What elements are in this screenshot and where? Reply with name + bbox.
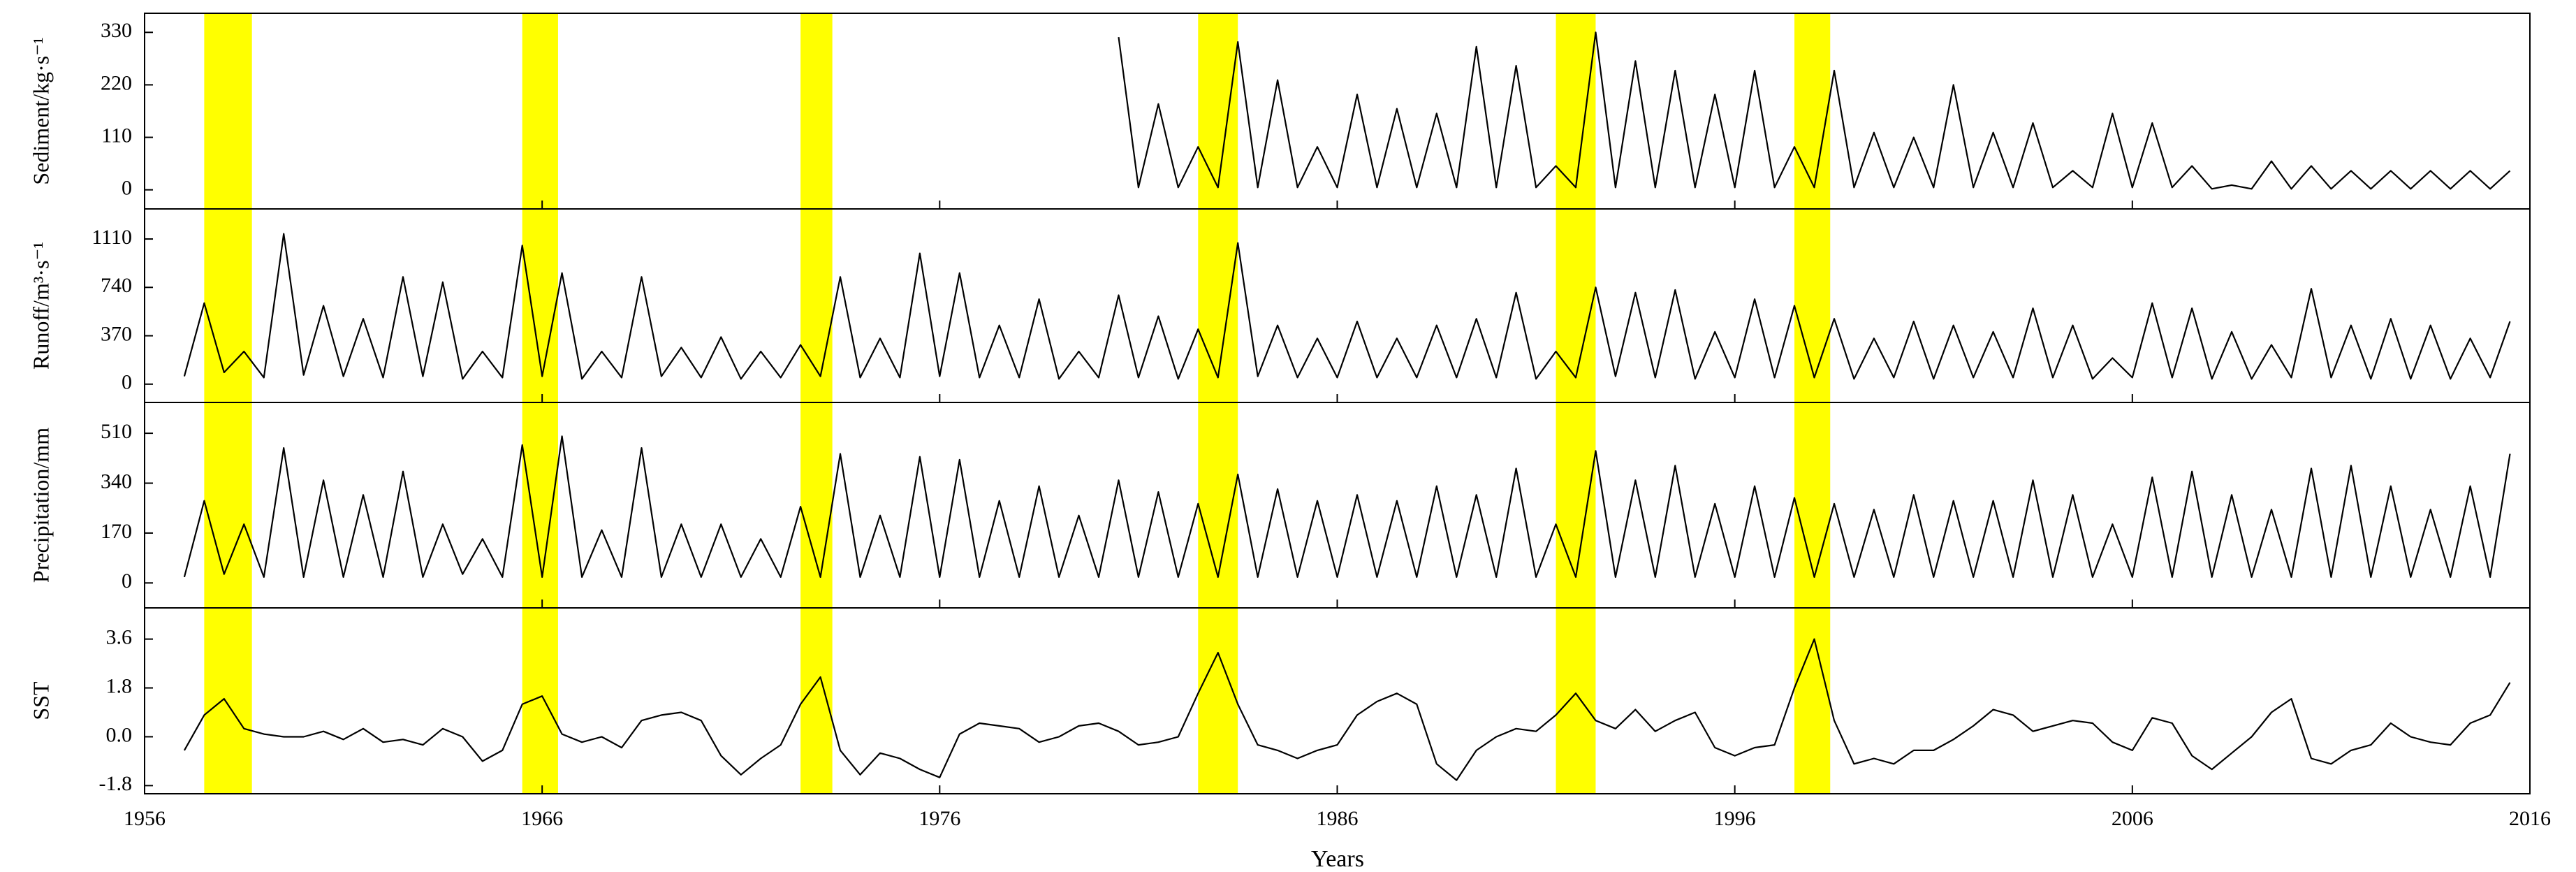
y-tick-label: -1.8 (99, 772, 133, 795)
highlight-band (204, 209, 252, 402)
series-line (183, 638, 2511, 781)
y-tick-label: 170 (101, 520, 132, 543)
y-tick-label: 340 (101, 470, 132, 493)
highlight-band (1556, 608, 1596, 794)
y-tick-label: 1.8 (106, 674, 133, 697)
y-tick-label: 1110 (92, 226, 132, 249)
x-tick-label: 1986 (1317, 807, 1359, 830)
y-axis-label: Runoff/m³·s⁻¹ (28, 242, 53, 370)
highlight-band (1198, 209, 1238, 402)
y-tick-label: 370 (101, 322, 132, 345)
highlight-band (1556, 13, 1596, 209)
y-tick-label: 0.0 (106, 723, 133, 746)
y-tick-label: 0 (122, 569, 132, 593)
x-tick-label: 1996 (1714, 807, 1756, 830)
highlight-band (1198, 608, 1238, 794)
x-tick-label: 1956 (124, 807, 166, 830)
y-tick-label: 0 (122, 177, 132, 200)
x-tick-label: 1966 (521, 807, 563, 830)
y-axis-label: SST (28, 681, 53, 720)
y-tick-label: 510 (101, 420, 132, 443)
x-axis-label: Years (1311, 846, 1364, 872)
y-tick-label: 110 (101, 124, 132, 147)
highlight-band (522, 13, 558, 209)
highlight-band (204, 13, 252, 209)
y-tick-label: 330 (101, 19, 132, 42)
highlight-band (1556, 209, 1596, 402)
highlight-band (800, 209, 833, 402)
y-tick-label: 3.6 (106, 626, 133, 649)
series-line (183, 435, 2511, 578)
highlight-band (204, 402, 252, 608)
y-tick-label: 220 (101, 71, 132, 94)
y-axis-label: Precipitation/mm (28, 428, 53, 583)
highlight-band (800, 13, 833, 209)
highlight-band (1198, 13, 1238, 209)
y-tick-label: 0 (122, 371, 132, 394)
highlight-band (522, 209, 558, 402)
x-tick-label: 2016 (2509, 807, 2551, 830)
highlight-band (1794, 608, 1831, 794)
x-tick-label: 1976 (919, 807, 960, 830)
panel-frame (144, 13, 2531, 210)
highlight-band (522, 608, 558, 794)
highlight-band (1794, 13, 1831, 209)
series-line (1118, 31, 2511, 190)
axes-layer: 0 110 220 330 Sediment/kg·s⁻¹ 0 370 740 1110 Runo… (28, 13, 2551, 830)
series-line (183, 233, 2511, 380)
x-tick-label: 2006 (2112, 807, 2153, 830)
panel-frame (144, 607, 2531, 794)
highlight-band (204, 608, 252, 794)
highlight-band (800, 402, 833, 608)
line-layer (183, 31, 2511, 781)
highlight-layer (204, 13, 1831, 794)
highlight-band (1794, 209, 1831, 402)
y-axis-label: Sediment/kg·s⁻¹ (28, 37, 53, 184)
y-tick-label: 740 (101, 274, 132, 297)
highlight-band (1794, 402, 1831, 608)
